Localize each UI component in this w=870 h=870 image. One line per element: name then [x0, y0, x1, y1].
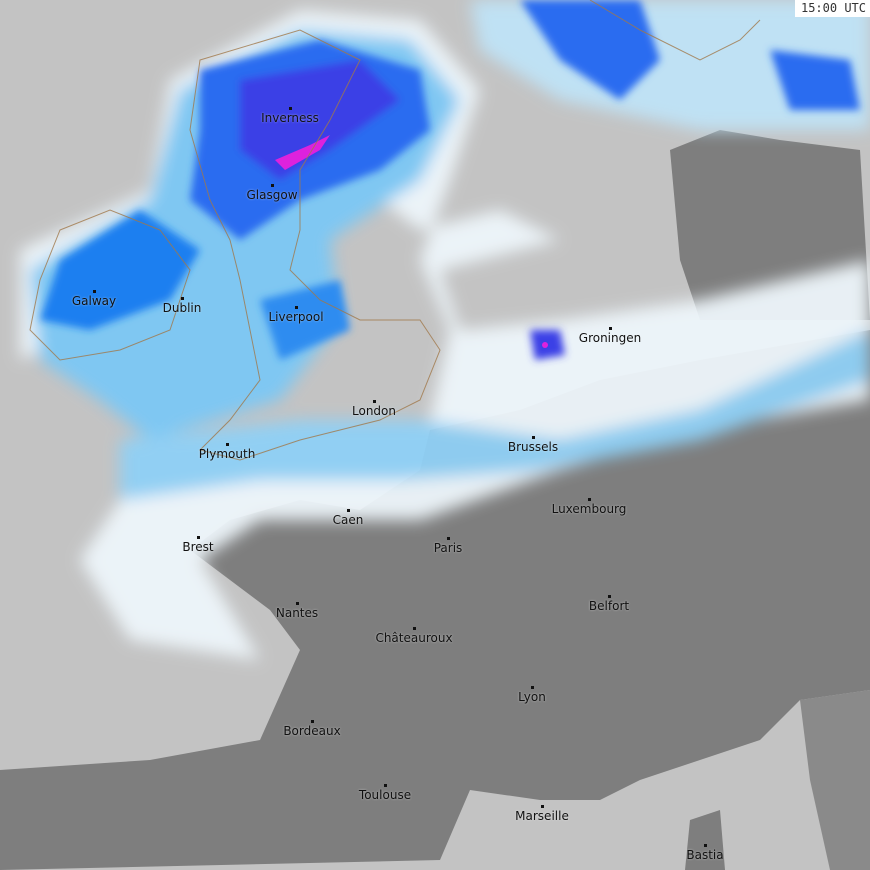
city-label: Glasgow — [246, 188, 298, 202]
city-label: Brussels — [507, 440, 559, 454]
city-marker — [384, 784, 387, 787]
coastlines — [29, 0, 761, 461]
city-label: Dublin — [162, 301, 202, 315]
city-marker — [413, 627, 416, 630]
city-label: Caen — [332, 513, 364, 527]
city-label: Bastia — [686, 848, 724, 862]
city-marker — [295, 306, 298, 309]
city-label: Plymouth — [198, 447, 256, 461]
precipitation — [20, 0, 870, 660]
timestamp-label: 15:00 UTC — [794, 0, 870, 17]
city-label: Paris — [433, 541, 463, 555]
city-marker — [532, 436, 535, 439]
city-marker — [447, 537, 450, 540]
city-marker — [609, 327, 612, 330]
city-marker — [181, 297, 184, 300]
city-marker — [93, 290, 96, 293]
city-label: Luxembourg — [551, 502, 627, 516]
city-label: Marseille — [515, 809, 569, 823]
city-marker — [296, 602, 299, 605]
city-label: Châteauroux — [375, 631, 453, 645]
city-marker — [347, 509, 350, 512]
city-label: Toulouse — [358, 788, 412, 802]
city-marker — [311, 720, 314, 723]
city-marker — [531, 686, 534, 689]
city-marker — [608, 595, 611, 598]
city-label: Galway — [71, 294, 117, 308]
city-label: Brest — [182, 540, 214, 554]
city-marker — [289, 107, 292, 110]
city-label: Belfort — [588, 599, 630, 613]
city-label: Lyon — [518, 690, 546, 704]
city-marker — [541, 805, 544, 808]
city-label: Groningen — [578, 331, 642, 345]
city-label: Inverness — [261, 111, 319, 125]
city-label: Nantes — [275, 606, 319, 620]
city-marker — [588, 498, 591, 501]
city-marker — [226, 443, 229, 446]
city-marker — [197, 536, 200, 539]
city-label: Bordeaux — [283, 724, 341, 738]
city-marker — [271, 184, 274, 187]
city-marker — [704, 844, 707, 847]
city-label: London — [352, 404, 396, 418]
city-marker — [373, 400, 376, 403]
city-label: Liverpool — [268, 310, 324, 324]
